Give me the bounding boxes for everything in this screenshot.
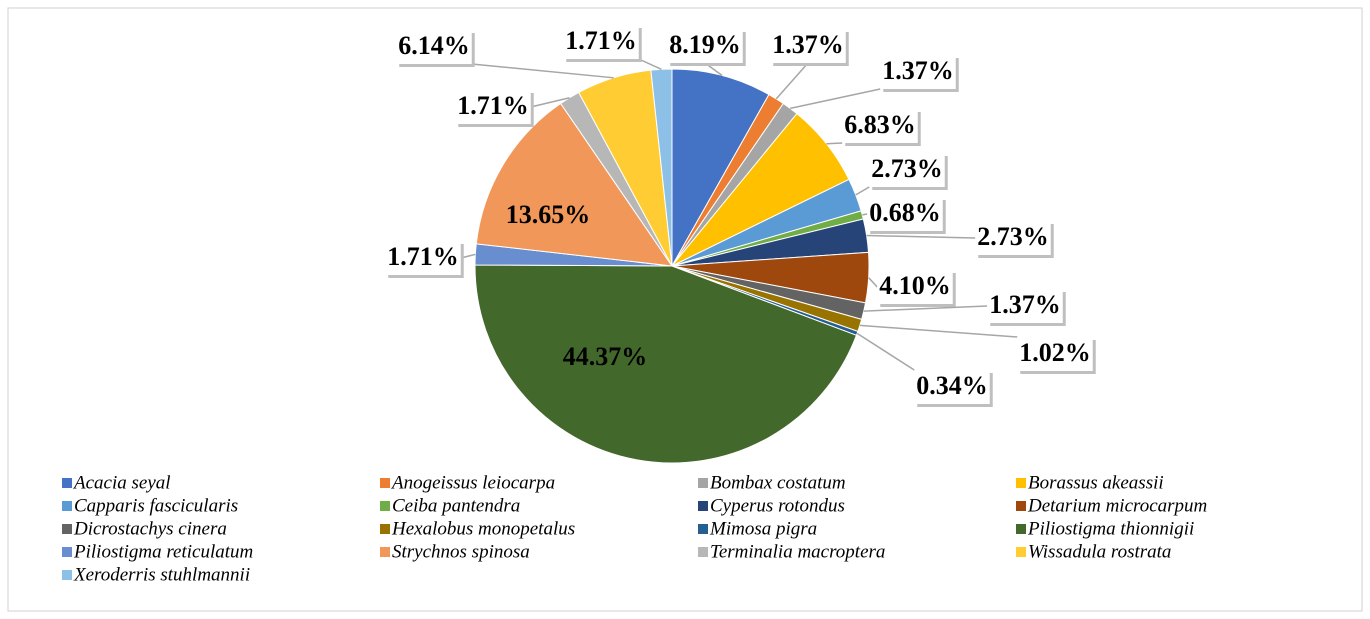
label-box	[914, 370, 990, 404]
data-label: 13.65%	[506, 200, 591, 229]
label-box	[987, 289, 1063, 323]
label-box	[869, 153, 945, 187]
legend-swatch	[1016, 524, 1026, 534]
data-label: 1.37%	[882, 56, 954, 85]
leader-line	[638, 58, 662, 70]
legend-label: Capparis fascicularis	[74, 495, 238, 516]
data-label: 1.71%	[565, 26, 637, 55]
label-box	[667, 29, 743, 63]
pie-slice	[474, 264, 858, 464]
legend-label: Piliostigma thionnigii	[1027, 518, 1194, 539]
legend-label: Ceiba pantendra	[392, 495, 520, 516]
legend-swatch	[62, 524, 72, 534]
legend-label: Detarium microcarpum	[1027, 495, 1207, 516]
legend-swatch	[698, 501, 708, 511]
pie-slice	[475, 102, 674, 267]
legend-label: Terminalia macroptera	[710, 541, 885, 562]
leader-line	[855, 186, 870, 196]
legend-label: Dicrostachys cinera	[73, 518, 227, 539]
legend-swatch	[1016, 478, 1026, 488]
label-box	[1017, 337, 1093, 371]
label-box	[877, 270, 953, 304]
data-label: 1.37%	[989, 290, 1061, 319]
label-box	[975, 221, 1051, 255]
data-label: 6.83%	[844, 110, 916, 139]
data-label: 1.02%	[1019, 338, 1091, 367]
legend-swatch	[1016, 501, 1026, 511]
data-label: 0.68%	[869, 198, 941, 227]
leader-line	[868, 277, 878, 288]
data-label: 4.10%	[879, 271, 951, 300]
legend-swatch	[380, 478, 390, 488]
legend-swatch	[380, 547, 390, 557]
legend-label: Piliostigma reticulatum	[73, 541, 253, 562]
legend-label: Strychnos spinosa	[392, 541, 530, 562]
label-box	[385, 241, 461, 275]
leader-line	[859, 324, 1018, 338]
legend-swatch	[698, 478, 708, 488]
legend-label: Xeroderris stuhlmannii	[73, 564, 250, 585]
label-box	[455, 90, 531, 124]
legend-label: Anogeissus leiocarpa	[390, 472, 555, 493]
label-box	[563, 25, 639, 59]
pie-slice	[650, 68, 673, 267]
leader-line	[790, 88, 881, 110]
data-label: 1.71%	[387, 242, 459, 271]
legend-swatch	[62, 570, 72, 580]
legend-label: Cyperus rotondus	[710, 495, 845, 516]
legend-swatch	[62, 501, 72, 511]
leader-line	[863, 305, 988, 312]
legend-label: Bombax costatum	[710, 472, 846, 493]
label-box	[842, 109, 918, 143]
legend-label: Wissadula rostrata	[1028, 541, 1171, 562]
data-label: 2.73%	[977, 222, 1049, 251]
legend-swatch	[380, 524, 390, 534]
legend-label: Mimosa pigra	[709, 518, 817, 539]
legend-label: Hexalobus monopetalus	[391, 518, 575, 539]
legend-swatch	[698, 547, 708, 557]
data-label: 44.37%	[563, 342, 648, 371]
leader-line	[862, 213, 868, 216]
data-label: 1.71%	[457, 91, 529, 120]
legend-swatch	[380, 501, 390, 511]
leader-line	[775, 62, 809, 100]
data-label: 0.34%	[916, 371, 988, 400]
legend-label: Acacia seyal	[72, 472, 171, 493]
leader-line	[866, 234, 976, 239]
leader-line	[826, 142, 843, 145]
legend-swatch	[698, 524, 708, 534]
data-label: 1.37%	[772, 30, 844, 59]
leader-line	[530, 96, 570, 108]
legend-swatch	[62, 547, 72, 557]
label-box	[867, 197, 943, 231]
legend-swatch	[1016, 547, 1026, 557]
label-box	[880, 55, 956, 89]
legend-swatch	[62, 478, 72, 488]
legend-label: Borassus akeassii	[1028, 472, 1164, 493]
data-label: 2.73%	[871, 154, 943, 183]
leader-line	[471, 63, 614, 79]
data-label: 8.19%	[669, 30, 741, 59]
pie-slice	[671, 68, 770, 268]
data-label: 6.14%	[398, 31, 470, 60]
label-box	[770, 29, 846, 63]
label-box	[396, 30, 472, 64]
leader-line	[856, 332, 915, 371]
